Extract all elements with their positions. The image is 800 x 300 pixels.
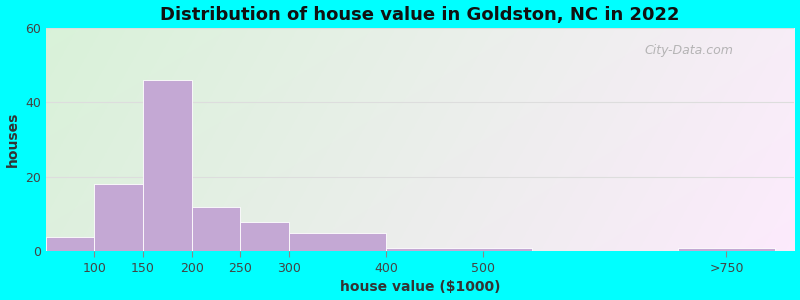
Bar (678, 248, 775, 251)
Title: Distribution of house value in Goldston, NC in 2022: Distribution of house value in Goldston,… (160, 6, 680, 24)
Bar (386, 248, 532, 251)
X-axis label: house value ($1000): house value ($1000) (340, 280, 500, 294)
Bar (192, 207, 240, 251)
Y-axis label: houses: houses (6, 112, 19, 167)
Bar (143, 80, 192, 251)
Text: City-Data.com: City-Data.com (645, 44, 734, 56)
Bar (240, 222, 289, 251)
Bar (289, 233, 386, 251)
Bar (94, 184, 143, 251)
Bar (46, 237, 94, 251)
